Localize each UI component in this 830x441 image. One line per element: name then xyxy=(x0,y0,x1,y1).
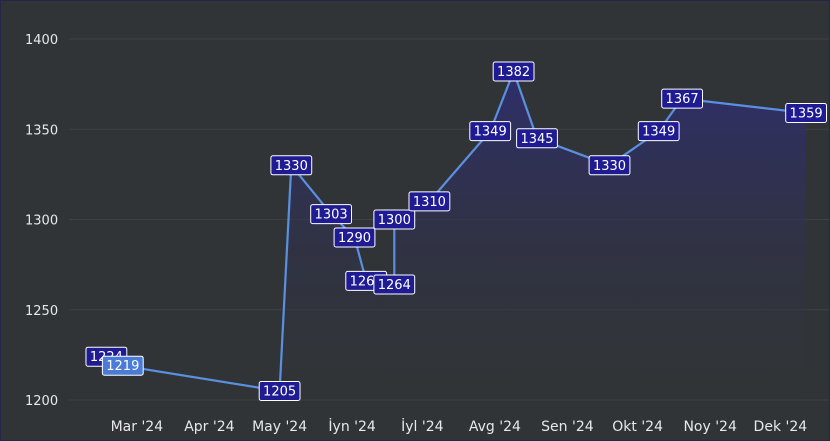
data-point-label: 1300 xyxy=(373,209,416,230)
data-label-box xyxy=(101,355,144,376)
x-axis: Mar '24 Apr '24 May '24 İyn '24 İyl '24 Avg '… xyxy=(111,417,808,435)
y-axis: 1200 1250 1300 1350 1400 xyxy=(25,33,58,409)
x-tick-label: İyl '24 xyxy=(401,417,444,435)
y-tick-label: 1400 xyxy=(25,33,58,48)
data-label-value: 1367 xyxy=(666,92,699,107)
y-tick-label: 1200 xyxy=(25,394,58,409)
y-tick-label: 1250 xyxy=(25,304,58,319)
data-point-label: 1367 xyxy=(661,88,704,109)
data-point-label: 1349 xyxy=(469,121,512,142)
x-tick-label: Mar '24 xyxy=(111,419,164,435)
data-label-value: 1205 xyxy=(263,385,296,400)
data-label-box xyxy=(373,274,416,295)
x-tick-label: Okt '24 xyxy=(612,419,663,435)
data-point-label: 1330 xyxy=(588,155,631,176)
data-label-box xyxy=(258,381,301,401)
x-tick-label: Sen '24 xyxy=(541,419,594,435)
x-tick-label: May '24 xyxy=(252,419,307,435)
series-area-fill xyxy=(106,71,807,400)
data-point-label: 1303 xyxy=(310,204,353,225)
data-label-box xyxy=(492,61,535,82)
data-label-box xyxy=(270,155,313,176)
data-label-value: 1349 xyxy=(642,125,675,140)
data-point-label: 1219 xyxy=(101,355,144,376)
x-tick-label: Noy '24 xyxy=(683,419,737,435)
data-label-box xyxy=(408,191,451,212)
series-area xyxy=(106,71,807,400)
data-label-box xyxy=(785,103,828,123)
data-label-box xyxy=(469,121,512,142)
data-label-box xyxy=(373,209,416,230)
data-point-label: 1359 xyxy=(785,103,828,123)
data-label-value: 1219 xyxy=(106,359,139,374)
data-label-value: 1330 xyxy=(593,159,626,174)
data-label-value: 1290 xyxy=(338,231,371,246)
data-label-value: 1264 xyxy=(378,278,411,293)
x-tick-label: Apr '24 xyxy=(184,419,234,435)
data-label-value: 1300 xyxy=(378,213,411,228)
data-point-label: 1310 xyxy=(408,191,451,212)
data-label-value: 1310 xyxy=(413,195,446,210)
data-label-value: 1330 xyxy=(275,159,308,174)
x-tick-label: İyn '24 xyxy=(328,417,375,435)
data-point-label: 1345 xyxy=(516,128,558,149)
data-point-label: 1330 xyxy=(270,155,313,176)
data-point-label: 1290 xyxy=(333,227,376,248)
data-label-box xyxy=(310,204,353,225)
data-label-box xyxy=(661,88,704,109)
x-tick-label: Avg '24 xyxy=(469,419,521,435)
data-label-box xyxy=(637,121,680,142)
data-label-box xyxy=(333,227,376,248)
data-label-value: 1382 xyxy=(497,65,530,80)
x-tick-label: Dek '24 xyxy=(754,419,808,435)
y-tick-label: 1350 xyxy=(25,123,58,138)
data-point-label: 1382 xyxy=(492,61,535,82)
data-label-value: 1349 xyxy=(474,125,507,140)
data-label-box xyxy=(516,128,558,149)
y-tick-label: 1300 xyxy=(25,214,58,229)
data-label-value: 1359 xyxy=(790,107,823,122)
data-label-box xyxy=(588,155,631,176)
data-point-label: 1205 xyxy=(258,381,301,401)
data-point-label: 1264 xyxy=(373,274,416,295)
data-label-value: 1345 xyxy=(520,132,553,147)
data-label-value: 1303 xyxy=(315,208,348,223)
data-labels: 1224121912051330130312901266126413001310… xyxy=(85,61,828,401)
data-point-label: 1349 xyxy=(637,121,680,142)
